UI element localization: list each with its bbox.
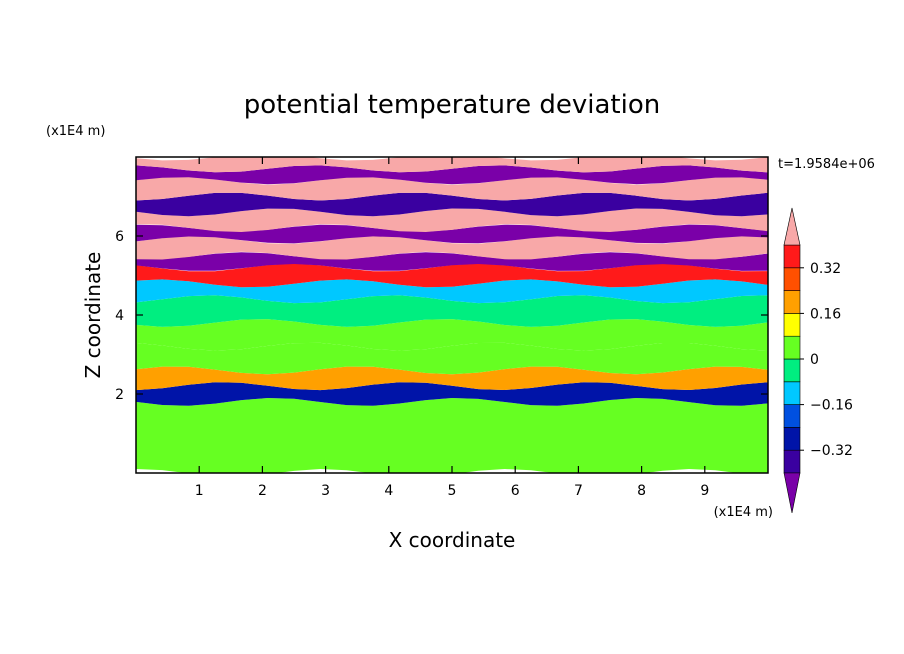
plot-frame — [135, 156, 769, 474]
field-layer — [136, 157, 768, 173]
colorbar-swatch — [783, 358, 801, 383]
time-label: t=1.9584e+06 — [778, 157, 875, 172]
field-layer — [136, 279, 768, 304]
field-layer — [136, 295, 768, 327]
field-layer — [136, 165, 768, 185]
y-tick-label: 4 — [115, 308, 124, 324]
colorbar-swatch — [783, 381, 801, 405]
field-layer — [136, 366, 768, 391]
field-layer — [136, 192, 768, 217]
colorbar-tick-label: 0.32 — [810, 261, 841, 277]
x-tick-label: 1 — [195, 483, 204, 499]
x-tick-label: 8 — [637, 483, 646, 499]
colorbar-swatch — [783, 449, 801, 474]
colorbar-extend-high — [783, 207, 801, 246]
y-unit-label: (x1E4 m) — [46, 124, 105, 139]
field-layer — [136, 342, 768, 375]
field-layer — [136, 224, 768, 244]
colorbar: 0.32 0.16 0 −0.16 −0.32 — [783, 207, 853, 514]
y-axis-label: Z coordinate — [81, 252, 105, 379]
x-tick-label: 5 — [448, 483, 457, 499]
colorbar-swatch — [783, 244, 801, 269]
x-axis-label: X coordinate — [389, 528, 516, 552]
colorbar-swatch — [783, 404, 801, 428]
field-layer — [136, 176, 768, 201]
field-layer — [136, 398, 768, 473]
colorbar-tick-label: 0 — [810, 352, 819, 368]
temperature-field — [136, 157, 768, 473]
chart-title: potential temperature deviation — [244, 90, 660, 120]
y-tick-label: 2 — [115, 387, 124, 403]
x-tick-label: 3 — [321, 483, 330, 499]
x-tick-label: 7 — [574, 483, 583, 499]
colorbar-extend-low — [783, 472, 801, 514]
y-tick-label: 6 — [115, 229, 124, 245]
x-tick-label: 4 — [384, 483, 393, 499]
colorbar-tick-label: −0.16 — [810, 398, 853, 414]
axis-ticks: 1 2 3 4 5 6 7 8 9 2 4 6 — [115, 157, 768, 499]
colorbar-swatch — [783, 335, 801, 360]
colorbar-tick-label: −0.32 — [810, 443, 853, 459]
x-tick-label: 2 — [258, 483, 267, 499]
colorbar-swatch — [783, 267, 801, 291]
field-layer — [136, 208, 768, 232]
colorbar-tick-label: 0.16 — [810, 306, 841, 322]
x-tick-label: 9 — [700, 483, 709, 499]
field-layer — [136, 319, 768, 351]
x-unit-label: (x1E4 m) — [714, 505, 773, 520]
field-layer — [136, 263, 768, 288]
field-layer — [136, 252, 768, 271]
colorbar-swatch — [783, 313, 801, 337]
colorbar-swatch — [783, 427, 801, 451]
field-layer — [136, 236, 768, 260]
x-tick-label: 6 — [511, 483, 520, 499]
field-layer — [136, 382, 768, 406]
colorbar-swatch — [783, 290, 801, 314]
